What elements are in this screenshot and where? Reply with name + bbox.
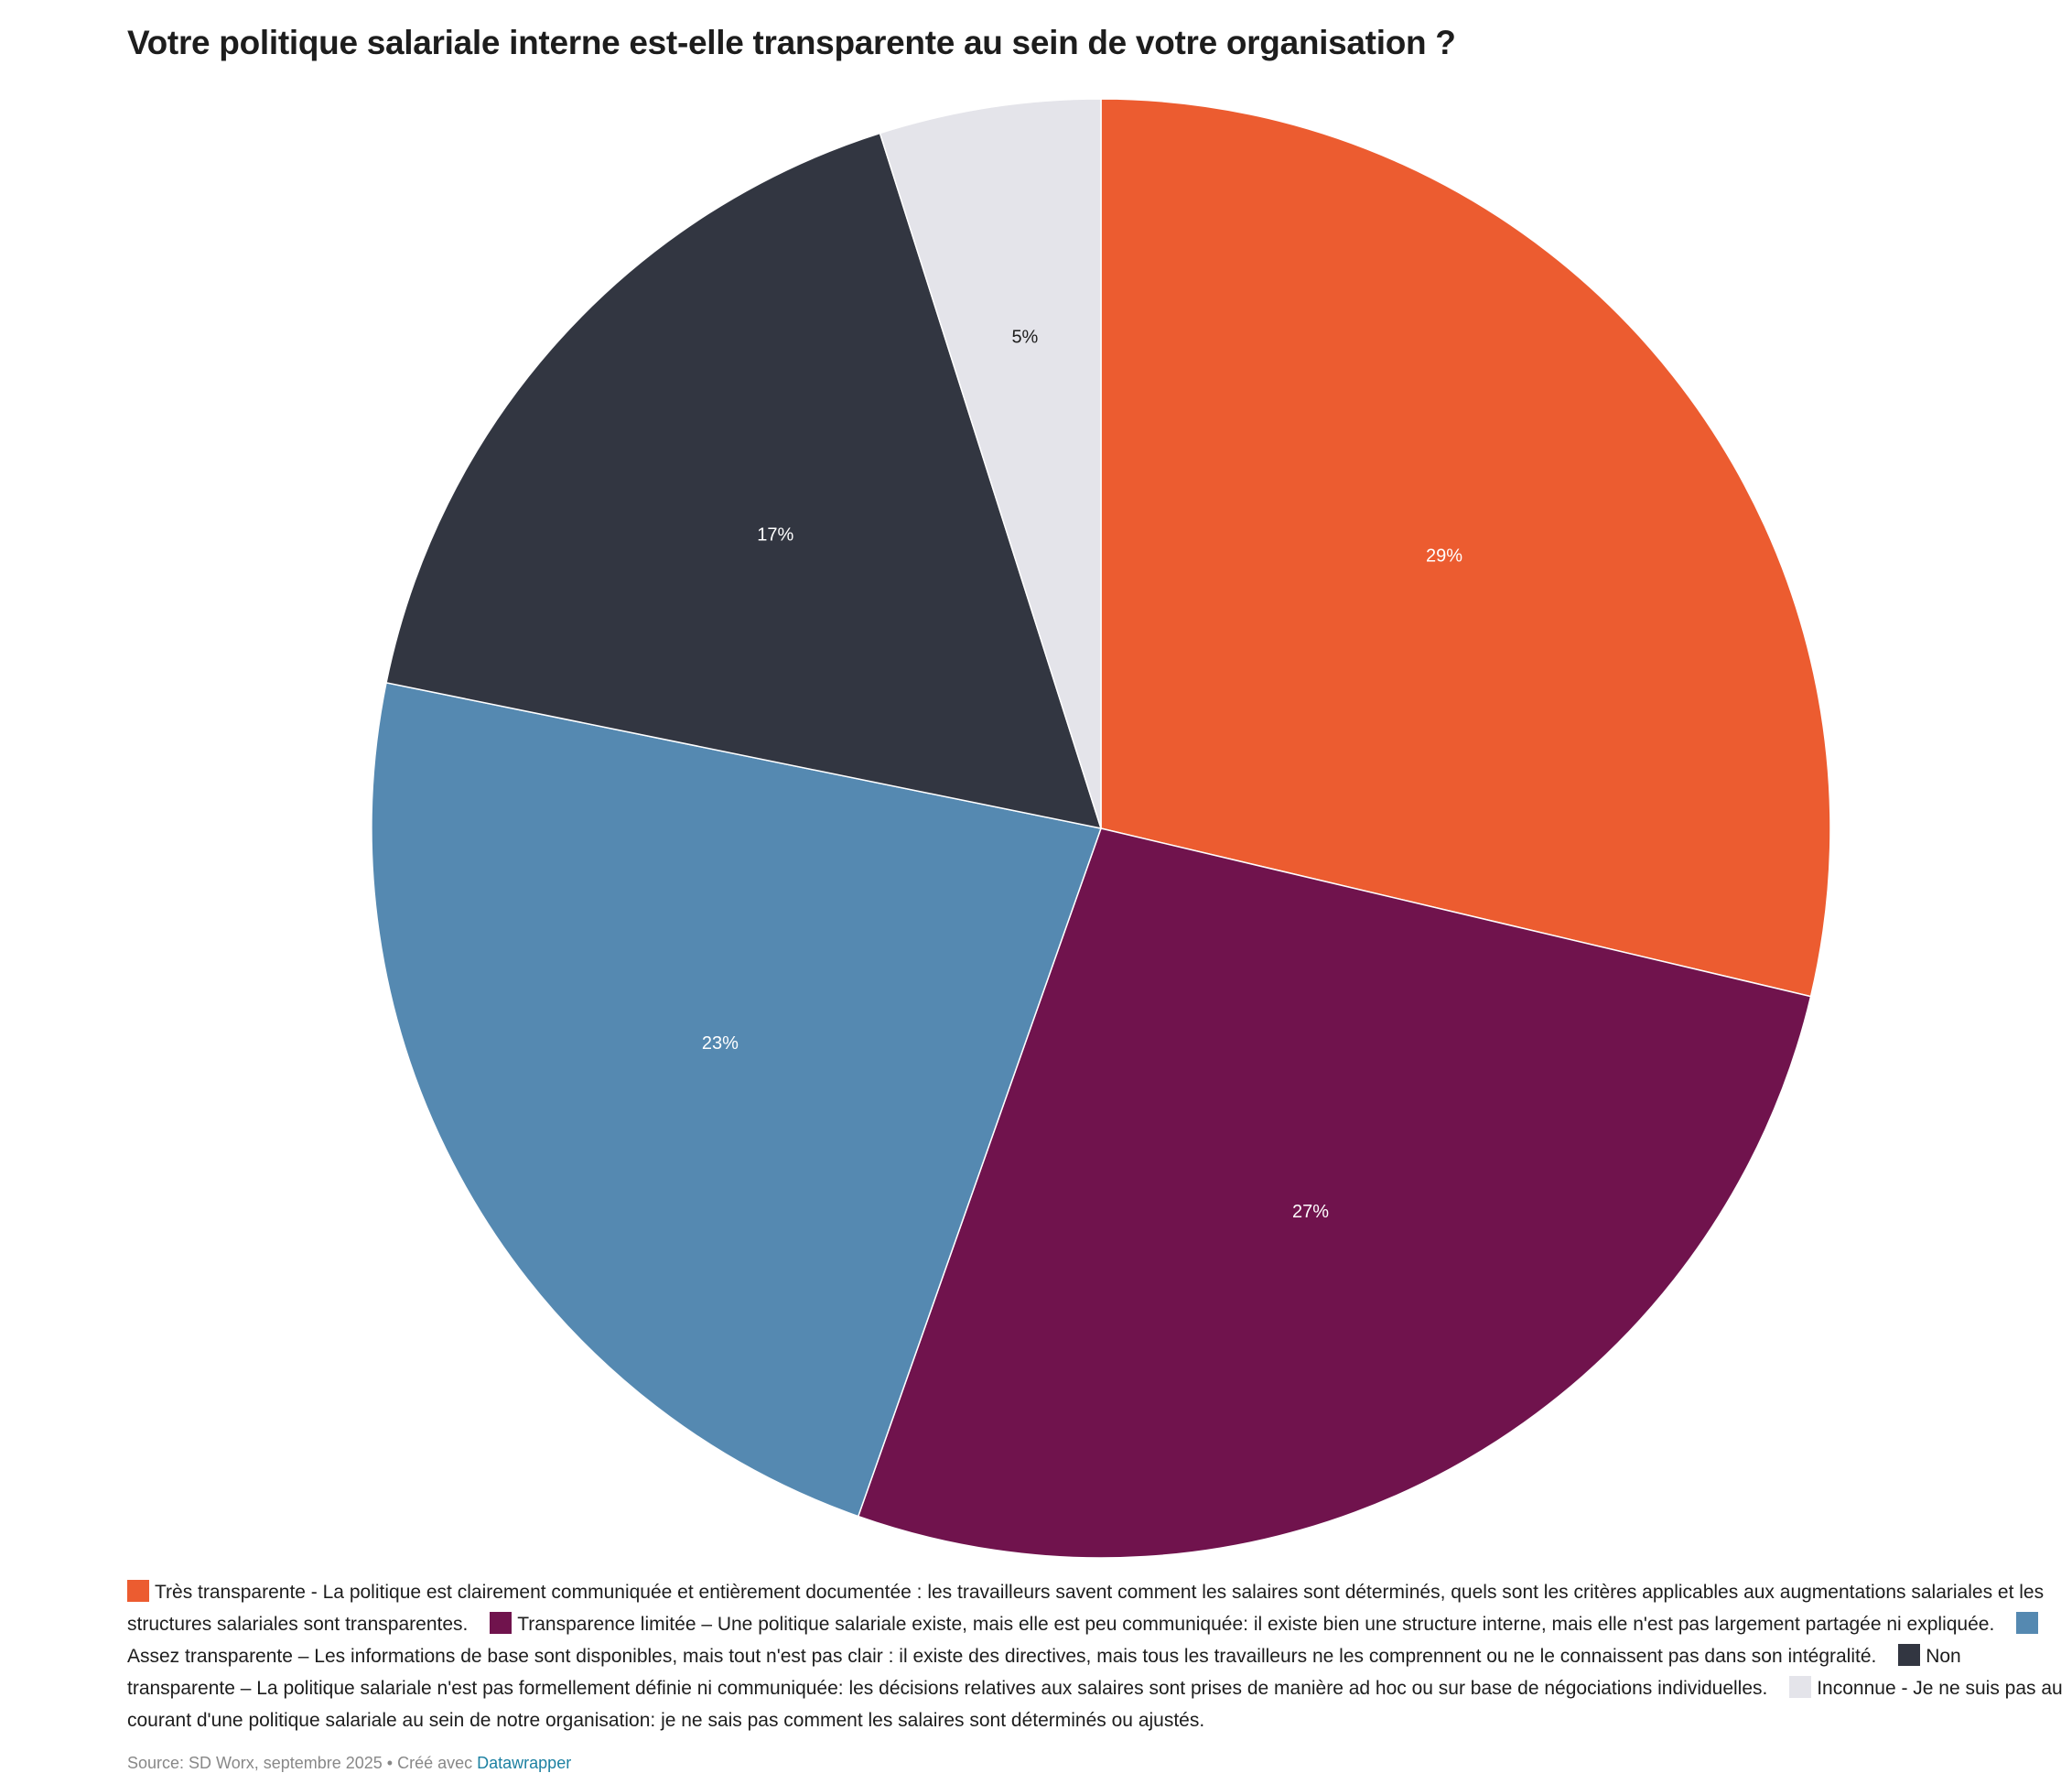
datawrapper-link[interactable]: Datawrapper bbox=[477, 1754, 572, 1772]
slice-label-1: 27% bbox=[1292, 1202, 1329, 1222]
legend-item-2: Assez transparente – Les informations de… bbox=[127, 1612, 2044, 1667]
legend-item-3: Non transparente – La politique salarial… bbox=[127, 1644, 1961, 1699]
pie-slice-4[interactable] bbox=[879, 98, 1102, 829]
pie-slice-0[interactable] bbox=[1100, 98, 1831, 998]
legend-item-4: Inconnue - Je ne suis pas au courant d'u… bbox=[127, 1676, 2063, 1731]
legend-item-0: Très transparente - La politique est cla… bbox=[127, 1580, 2045, 1635]
pie-slice-2[interactable] bbox=[371, 681, 1102, 1518]
legend: Très transparente - La politique est cla… bbox=[127, 1576, 2072, 1736]
legend-label: Transparence limitée – Une politique sal… bbox=[517, 1614, 1995, 1635]
chart-title: Votre politique salariale interne est-el… bbox=[127, 24, 1456, 61]
legend-swatch bbox=[1898, 1644, 1921, 1666]
slice-label-2: 23% bbox=[702, 1033, 739, 1054]
source-text: Source: SD Worx, septembre 2025 • Créé a… bbox=[127, 1754, 478, 1772]
slice-label-3: 17% bbox=[757, 525, 793, 546]
pie-slice-1[interactable] bbox=[857, 827, 1812, 1559]
footer: Source: SD Worx, septembre 2025 • Créé a… bbox=[127, 1754, 571, 1773]
legend-label: Assez transparente – Les informations de… bbox=[127, 1646, 1877, 1667]
slice-label-0: 29% bbox=[1426, 546, 1462, 567]
pie-chart: 29% 27% 23% 17% 5% bbox=[371, 98, 1831, 1559]
legend-swatch bbox=[1789, 1676, 1812, 1698]
legend-label: Inconnue - Je ne suis pas au courant d'u… bbox=[127, 1678, 2063, 1731]
legend-label: Très transparente - La politique est cla… bbox=[127, 1582, 2045, 1635]
legend-label: Non transparente – La politique salarial… bbox=[127, 1646, 1961, 1699]
legend-swatch bbox=[127, 1580, 149, 1602]
legend-swatch bbox=[490, 1612, 513, 1634]
slice-label-4: 5% bbox=[1011, 328, 1038, 348]
legend-item-1: Transparence limitée – Une politique sal… bbox=[490, 1612, 1995, 1635]
pie-slice-3[interactable] bbox=[385, 132, 1103, 829]
legend-swatch bbox=[2016, 1612, 2039, 1634]
